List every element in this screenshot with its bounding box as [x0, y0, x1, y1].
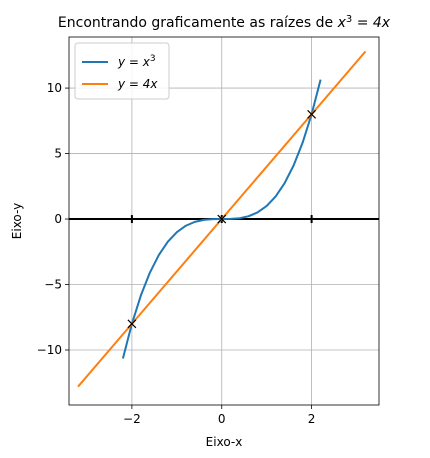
legend: y = x3 y = 4x — [74, 42, 170, 100]
legend-label-1: y = 4x — [117, 77, 158, 91]
legend-label-0: y = x3 — [117, 54, 156, 69]
x-tick-label: 2 — [308, 412, 316, 426]
root-marker — [217, 214, 227, 224]
y-axis-label: Eixo-y — [10, 203, 24, 239]
root-marker-stroke — [217, 214, 227, 224]
root-marker — [307, 109, 317, 119]
y-tick-label: 5 — [54, 147, 62, 161]
chart-title: Encontrando graficamente as raízes de x3… — [58, 14, 391, 31]
y-axis-ticks: −10 −5 0 5 10 — [37, 81, 69, 357]
root-marker-stroke — [127, 319, 137, 329]
plot-frame — [68, 36, 380, 406]
y-tick-label: 10 — [47, 81, 62, 95]
root-marker — [127, 319, 137, 329]
x-tick-label: −2 — [123, 412, 141, 426]
root-marker-stroke — [307, 109, 317, 119]
roots-group — [127, 109, 317, 329]
x-tick-label: 0 — [218, 412, 226, 426]
x-axis-ticks: −2 0 2 — [123, 405, 315, 426]
y-tick-label: −5 — [44, 278, 62, 292]
x-axis-label: Eixo-x — [206, 435, 243, 449]
y-tick-label: 0 — [54, 212, 62, 226]
y-tick-label: −10 — [37, 343, 62, 357]
